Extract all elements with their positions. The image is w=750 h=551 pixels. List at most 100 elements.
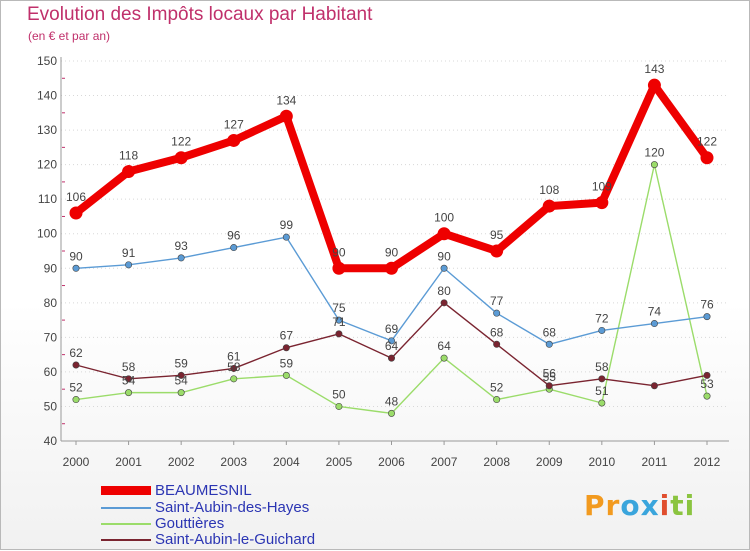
data-point — [703, 392, 711, 400]
x-tick-label: 2005 — [326, 455, 353, 469]
data-label: 127 — [224, 117, 244, 131]
data-label: 77 — [490, 294, 504, 308]
data-point — [440, 354, 448, 362]
data-label: 59 — [174, 356, 188, 370]
series-line-0 — [73, 81, 711, 273]
legend-label: Saint-Aubin-le-Guichard — [155, 531, 316, 548]
data-label: 68 — [543, 325, 557, 339]
data-point — [72, 264, 80, 272]
data-point — [335, 316, 343, 324]
logo-letter: x — [640, 489, 660, 522]
data-point — [125, 261, 133, 269]
data-point — [72, 361, 80, 369]
data-point — [440, 299, 448, 307]
data-point — [177, 371, 185, 379]
data-label: 68 — [490, 325, 504, 339]
data-label: 59 — [280, 356, 294, 370]
data-point — [227, 133, 241, 147]
data-point — [598, 326, 606, 334]
x-tick-label: 2010 — [588, 455, 615, 469]
data-label: 80 — [437, 284, 451, 298]
data-label: 100 — [434, 211, 454, 225]
data-point — [177, 389, 185, 397]
data-label: 51 — [595, 384, 609, 398]
data-point — [650, 320, 658, 328]
data-label: 99 — [280, 218, 294, 232]
x-tick-label: 2007 — [431, 455, 458, 469]
data-label: 71 — [332, 315, 346, 329]
legend-swatch — [101, 507, 151, 509]
data-label: 75 — [332, 301, 346, 315]
y-tick-label: 130 — [37, 123, 57, 137]
data-point — [598, 399, 606, 407]
y-tick-label: 70 — [44, 330, 58, 344]
data-point — [493, 396, 501, 404]
data-point — [598, 375, 606, 383]
data-label: 48 — [385, 394, 399, 408]
y-tick-label: 50 — [44, 399, 58, 413]
x-tick-label: 2009 — [536, 455, 563, 469]
data-point — [493, 309, 501, 317]
x-tick-label: 2011 — [642, 455, 668, 469]
x-tick-label: 2006 — [378, 455, 405, 469]
data-point — [174, 151, 188, 165]
data-label: 55 — [543, 370, 557, 384]
y-tick-label: 150 — [37, 54, 57, 68]
data-point — [595, 196, 609, 210]
data-label: 56 — [543, 367, 557, 381]
data-label: 95 — [490, 228, 504, 242]
legend-swatch — [101, 539, 151, 541]
legend-label: BEAUMESNIL — [155, 482, 252, 499]
data-label: 93 — [174, 239, 188, 253]
data-point — [437, 227, 451, 241]
data-point — [125, 375, 133, 383]
y-tick-label: 90 — [44, 261, 58, 275]
data-point — [703, 371, 711, 379]
data-point — [69, 206, 83, 220]
data-label: 67 — [280, 329, 294, 343]
data-point — [545, 340, 553, 348]
data-label: 122 — [697, 135, 717, 149]
data-label: 106 — [66, 190, 86, 204]
data-point — [282, 233, 290, 241]
data-point — [545, 382, 553, 390]
data-label: 50 — [332, 387, 346, 401]
y-tick-label: 110 — [38, 192, 57, 206]
data-label: 143 — [644, 62, 664, 76]
logo-letter: i — [659, 489, 671, 522]
data-label: 62 — [69, 346, 83, 360]
data-point — [385, 261, 398, 275]
chart-subtitle: (en € et par an) — [28, 29, 111, 43]
data-point — [650, 161, 658, 169]
data-label: 108 — [539, 183, 559, 197]
data-point — [440, 264, 448, 272]
chart-title: Evolution des Impôts locaux par Habitant — [27, 4, 373, 25]
logo-letter: r — [605, 489, 621, 522]
x-tick-label: 2004 — [273, 455, 300, 469]
data-label: 90 — [69, 249, 83, 263]
data-label: 54 — [174, 374, 188, 388]
data-point — [335, 402, 343, 410]
data-label: 54 — [122, 374, 136, 388]
y-tick-label: 40 — [44, 434, 58, 448]
proxiti-logo: Proxiti — [584, 489, 695, 522]
data-label: 58 — [122, 360, 136, 374]
logo-letter: o — [620, 489, 641, 522]
legend-label: Saint-Aubin-des-Hayes — [155, 499, 310, 516]
x-tick-label: 2003 — [220, 455, 247, 469]
data-label: 120 — [644, 146, 664, 160]
data-label: 134 — [276, 93, 296, 107]
data-label: 58 — [227, 360, 241, 374]
data-label: 58 — [595, 360, 609, 374]
data-label: 90 — [437, 249, 451, 263]
data-point — [279, 109, 293, 123]
data-label: 52 — [490, 381, 504, 395]
x-tick-label: 2001 — [115, 455, 142, 469]
data-label: 72 — [595, 311, 609, 325]
data-point — [493, 340, 501, 348]
data-point — [647, 78, 661, 92]
x-tick-label: 2008 — [483, 455, 510, 469]
data-label: 64 — [437, 339, 451, 353]
data-point — [387, 337, 395, 345]
